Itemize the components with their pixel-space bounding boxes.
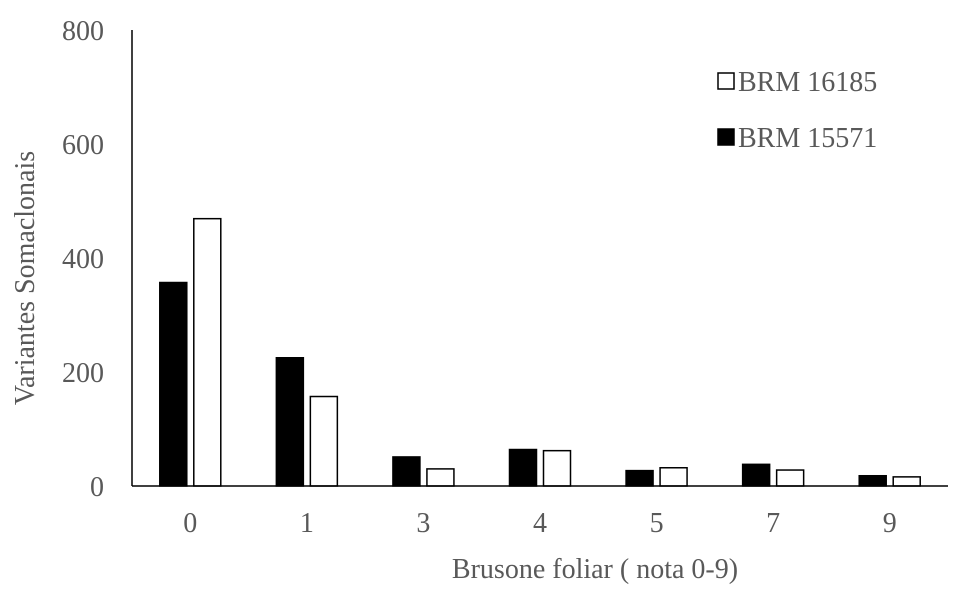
x-tick-label: 1 — [300, 508, 314, 539]
bar-brm-16185-7 — [775, 469, 805, 487]
bar-brm-16185-4 — [542, 449, 572, 487]
x-tick-label: 4 — [533, 508, 547, 539]
bar-brm-16185-0 — [193, 217, 222, 487]
legend-swatch-brm-16185 — [717, 72, 735, 90]
bar-brm-15571-7 — [741, 463, 771, 487]
bar-brm-15571-0 — [159, 281, 188, 487]
legend-label: BRM 15571 — [738, 123, 877, 154]
bar-brm-15571-1 — [275, 357, 305, 487]
y-tick-label: 200 — [62, 358, 104, 389]
x-axis-title: Brusone foliar ( nota 0-9) — [452, 554, 738, 585]
x-tick-labels: 0 1 3 4 5 7 9 — [183, 508, 896, 539]
bar-brm-15571-4 — [508, 448, 538, 487]
bar-brm-15571-9 — [858, 474, 887, 487]
bar-brm-16185-1 — [309, 395, 339, 487]
x-tick-label: 5 — [650, 508, 664, 539]
bar-brm-15571-5 — [625, 469, 654, 487]
x-tick-label: 7 — [766, 508, 780, 539]
legend: BRM 16185 BRM 15571 — [717, 67, 877, 154]
legend-label: BRM 16185 — [738, 67, 877, 98]
bar-brm-15571-3 — [392, 456, 421, 487]
y-tick-label: 800 — [62, 16, 104, 47]
bar-brm-16185-9 — [892, 476, 921, 487]
y-tick-label: 0 — [90, 472, 104, 503]
bar-brm-16185-5 — [659, 467, 688, 487]
x-tick-label: 3 — [416, 508, 430, 539]
y-axis-title: Variantes Somaclonais — [10, 151, 41, 405]
y-tick-label: 400 — [62, 244, 104, 275]
y-tick-labels: 0 200 400 600 800 — [62, 16, 104, 503]
x-tick-label: 0 — [183, 508, 197, 539]
x-tick-label: 9 — [883, 508, 897, 539]
legend-swatch-brm-15571 — [717, 128, 735, 146]
bars-layer — [159, 217, 921, 487]
y-tick-label: 600 — [62, 130, 104, 161]
bar-brm-16185-3 — [426, 468, 455, 487]
